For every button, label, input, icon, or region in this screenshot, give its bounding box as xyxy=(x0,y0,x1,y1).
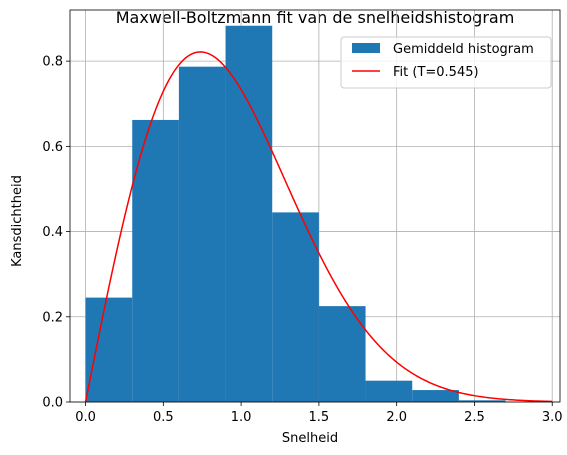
legend-box xyxy=(340,36,552,89)
histogram-bar xyxy=(272,212,319,402)
legend-histogram-swatch xyxy=(352,43,380,53)
histogram-bar xyxy=(458,400,506,402)
x-tick-label: 2.0 xyxy=(386,410,407,425)
y-axis-label: Kansdichtheid xyxy=(10,175,25,267)
y-tick-label: 0.6 xyxy=(42,140,63,155)
x-tick-label: 1.0 xyxy=(231,410,252,425)
axes-frame xyxy=(69,9,561,403)
y-tick-label: 0.8 xyxy=(42,55,63,70)
histogram-bars xyxy=(85,25,506,403)
histogram-bar xyxy=(178,66,226,403)
histogram-bar xyxy=(365,380,413,402)
x-axis-label: Snelheid xyxy=(282,431,338,446)
histogram-bar xyxy=(318,306,366,402)
fit-curve xyxy=(84,51,553,403)
x-tick-label: 3.0 xyxy=(542,410,563,425)
histogram-bar xyxy=(132,119,179,403)
histogram-bar xyxy=(225,25,273,402)
legend-fit-label: Fit (T=0.545) xyxy=(393,65,479,80)
axis-ticks: 0.0 0.5 1.0 1.5 2.0 2.5 3.0 0.0 0.2 0.4 0.6 0.8 xyxy=(42,55,562,425)
y-tick-label: 0.2 xyxy=(42,310,63,325)
x-tick-label: 2.5 xyxy=(464,410,485,425)
histogram-bar xyxy=(412,390,459,402)
x-tick-label: 1.5 xyxy=(309,410,330,425)
histogram-bar xyxy=(85,297,133,402)
x-tick-label: 0.5 xyxy=(153,410,174,425)
y-tick-label: 0.4 xyxy=(42,225,63,240)
chart-title: Maxwell-Boltzmann fit van de snelheidshi… xyxy=(116,8,515,27)
y-tick-label: 0.0 xyxy=(42,396,63,411)
legend: Gemiddeld histogram Fit (T=0.545) xyxy=(340,36,552,89)
legend-histogram-label: Gemiddeld histogram xyxy=(393,42,534,57)
x-tick-label: 0.0 xyxy=(75,410,96,425)
